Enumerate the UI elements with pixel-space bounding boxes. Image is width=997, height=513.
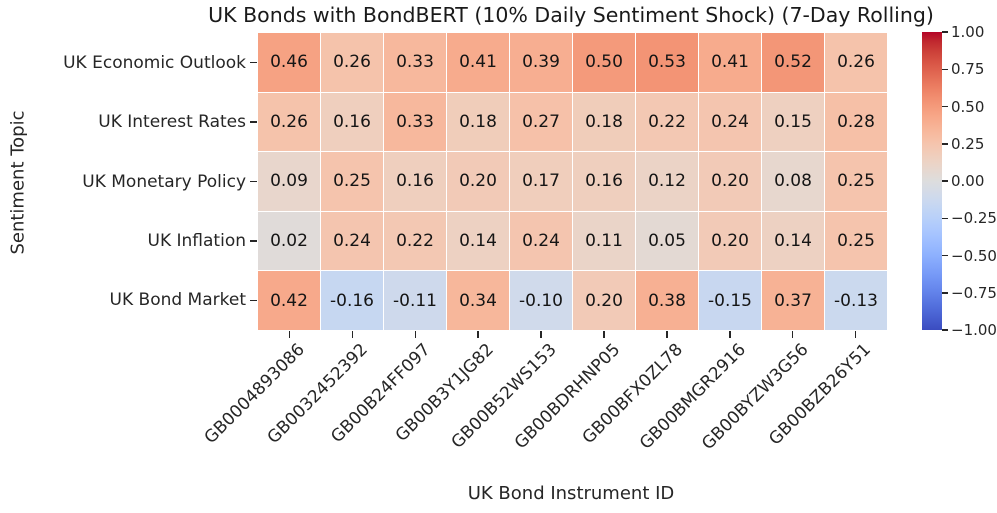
- heatmap-cell: 0.26: [825, 33, 887, 92]
- heatmap-cell: 0.39: [510, 33, 572, 92]
- colorbar-tick-mark: [942, 217, 948, 219]
- heatmap-cell: 0.20: [699, 152, 761, 211]
- heatmap-cell: 0.33: [384, 33, 446, 92]
- x-tick-mark: [540, 331, 542, 338]
- colorbar-tick-label: 0.50: [951, 97, 985, 116]
- heatmap-cell: 0.52: [762, 33, 824, 92]
- heatmap-cell: 0.12: [636, 152, 698, 211]
- x-tick-mark: [791, 331, 794, 338]
- heatmap-cell: 0.25: [321, 152, 383, 211]
- heatmap-cell: 0.25: [825, 152, 887, 211]
- chart-title: UK Bonds with BondBERT (10% Daily Sentim…: [208, 3, 934, 27]
- colorbar-tick-label: 1.00: [951, 23, 985, 41]
- heatmap-cell: 0.24: [510, 211, 572, 271]
- heatmap-cell: 0.16: [321, 92, 383, 152]
- heatmap-cell: 0.14: [762, 211, 824, 271]
- heatmap-cell: 0.46: [258, 33, 320, 92]
- x-tick-mark: [477, 331, 479, 338]
- heatmap-cell: 0.08: [762, 152, 824, 211]
- heatmap-cell: 0.05: [636, 211, 698, 271]
- heatmap-cell: 0.27: [510, 92, 572, 152]
- heatmap-cell: 0.41: [699, 33, 761, 92]
- heatmap-cell: -0.16: [321, 271, 383, 330]
- colorbar-tick-label: −1.00: [951, 321, 997, 339]
- heatmap-grid: 0.46 0.26 0.33 0.41 0.39 0.50 0.53 0.41 0.52 0.26…: [258, 33, 887, 330]
- heatmap-cell: 0.18: [447, 92, 509, 152]
- heatmap-cell: 0.20: [573, 271, 635, 330]
- colorbar-tick-mark: [942, 254, 948, 257]
- x-tick-mark: [414, 331, 416, 338]
- colorbar-tick-label: −0.50: [951, 246, 997, 265]
- colorbar-tick-mark: [942, 329, 948, 331]
- heatmap-cell: 0.26: [321, 33, 383, 92]
- x-tick-label: GB00BYZW3G56: [698, 339, 813, 455]
- colorbar-tick-label: −0.75: [951, 283, 997, 302]
- heatmap-cell: 0.22: [636, 92, 698, 152]
- colorbar-tick-mark: [942, 105, 948, 108]
- heatmap-cell: 0.26: [258, 92, 320, 152]
- heatmap-cell: 0.42: [258, 271, 320, 330]
- heatmap-cell: 0.22: [384, 211, 446, 271]
- y-tick-mark: [250, 180, 257, 183]
- heatmap-cell: 0.16: [573, 152, 635, 211]
- heatmap-cell: 0.17: [510, 152, 572, 211]
- colorbar-tick-mark: [942, 31, 948, 33]
- colorbar-tick-mark: [942, 68, 948, 70]
- heatmap-cell: 0.53: [636, 33, 698, 92]
- heatmap-cell: 0.37: [762, 271, 824, 330]
- heatmap-cell: 0.16: [384, 152, 446, 211]
- x-tick-mark: [351, 331, 354, 338]
- y-tick-label: UK Interest Rates: [98, 112, 246, 133]
- heatmap-cell: 0.24: [699, 92, 761, 152]
- heatmap-cell: 0.02: [258, 211, 320, 271]
- heatmap-cell: 0.34: [447, 271, 509, 330]
- heatmap-cell: 0.25: [825, 211, 887, 271]
- y-tick-mark: [250, 240, 257, 242]
- heatmap-cell: 0.11: [573, 211, 635, 271]
- y-tick-mark: [250, 299, 257, 302]
- heatmap-cell: 0.20: [699, 211, 761, 271]
- heatmap-cell: 0.38: [636, 271, 698, 330]
- heatmap-cell: 0.15: [762, 92, 824, 152]
- y-tick-label: UK Economic Outlook: [63, 52, 246, 73]
- heatmap-cell: -0.15: [699, 271, 761, 330]
- heatmap-cell: 0.20: [447, 152, 509, 211]
- x-axis-label: UK Bond Instrument ID: [467, 483, 675, 504]
- x-tick-mark: [854, 331, 857, 338]
- heatmap-cell: 0.24: [321, 211, 383, 271]
- x-tick-mark: [603, 331, 605, 338]
- x-tick-mark: [729, 331, 731, 338]
- y-tick-label: UK Inflation: [147, 230, 246, 251]
- colorbar-tick-label: −0.25: [951, 209, 997, 228]
- heatmap-cell: 0.41: [447, 33, 509, 92]
- heatmap-cell: 0.33: [384, 92, 446, 152]
- y-tick-label: UK Monetary Policy: [82, 171, 246, 192]
- colorbar-tick-mark: [942, 292, 948, 294]
- heatmap-cell: -0.13: [825, 271, 887, 330]
- y-tick-mark: [250, 121, 257, 123]
- heatmap-cell: 0.14: [447, 211, 509, 271]
- colorbar-tick-mark: [942, 180, 948, 182]
- x-tick-mark: [666, 331, 668, 338]
- heatmap-cell: 0.28: [825, 92, 887, 152]
- heatmap-cell: 0.18: [573, 92, 635, 152]
- heatmap-cell: 0.50: [573, 33, 635, 92]
- x-tick-mark: [288, 331, 291, 338]
- colorbar-tick-mark: [942, 143, 948, 145]
- colorbar-tick-label: 0.75: [951, 60, 985, 79]
- y-tick-label: UK Bond Market: [109, 290, 246, 311]
- colorbar-tick-label: 0.00: [951, 172, 985, 190]
- heatmap-cell: -0.10: [510, 271, 572, 330]
- heatmap-cell: -0.11: [384, 271, 446, 330]
- y-tick-mark: [250, 61, 257, 64]
- x-tick-label: GB00BMGR2916: [635, 339, 750, 454]
- heatmap-cell: 0.09: [258, 152, 320, 211]
- colorbar-tick-label: 0.25: [951, 134, 985, 153]
- y-axis-label: Sentiment Topic: [7, 110, 29, 255]
- colorbar: [922, 32, 942, 330]
